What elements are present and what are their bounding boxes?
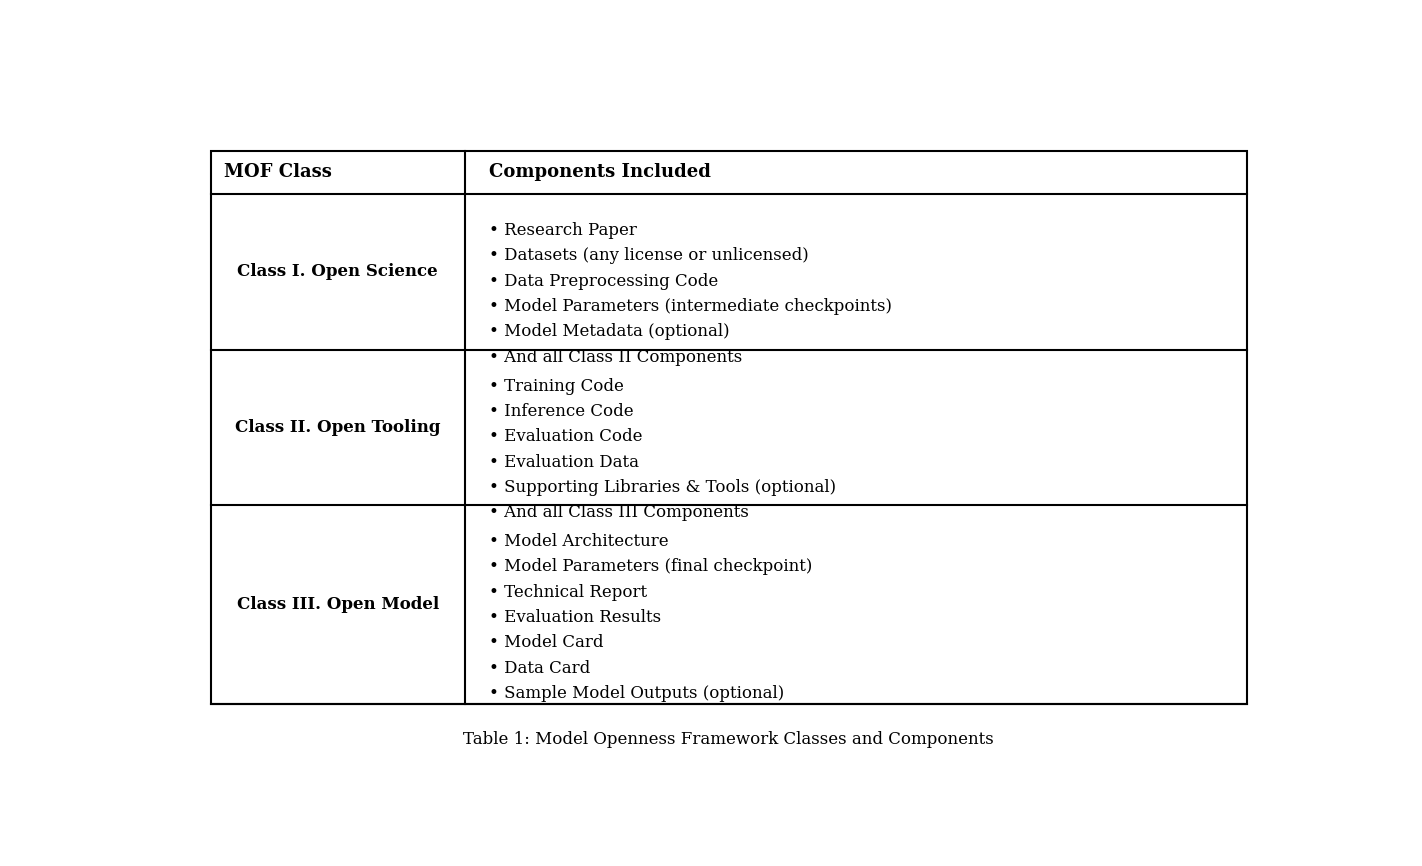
Text: • Training Code: • Training Code xyxy=(489,378,624,395)
Text: • Model Architecture: • Model Architecture xyxy=(489,533,668,550)
Text: • Data Preprocessing Code: • Data Preprocessing Code xyxy=(489,273,718,289)
Text: MOF Class: MOF Class xyxy=(225,164,331,181)
Text: • Model Metadata (optional): • Model Metadata (optional) xyxy=(489,323,729,340)
Text: Class III. Open Model: Class III. Open Model xyxy=(236,596,439,613)
Text: • Inference Code: • Inference Code xyxy=(489,403,633,420)
Text: • And all Class II Components: • And all Class II Components xyxy=(489,349,742,365)
Text: • Technical Report: • Technical Report xyxy=(489,584,647,601)
Text: • Supporting Libraries & Tools (optional): • Supporting Libraries & Tools (optional… xyxy=(489,479,836,496)
Text: • Data Card: • Data Card xyxy=(489,660,590,677)
Text: • Evaluation Results: • Evaluation Results xyxy=(489,609,661,626)
Text: Table 1: Model Openness Framework Classes and Components: Table 1: Model Openness Framework Classe… xyxy=(464,731,994,747)
Text: • Model Card: • Model Card xyxy=(489,635,603,651)
Text: • Model Parameters (final checkpoint): • Model Parameters (final checkpoint) xyxy=(489,559,812,576)
Text: • Evaluation Code: • Evaluation Code xyxy=(489,428,643,445)
Text: Components Included: Components Included xyxy=(489,164,711,181)
Text: • Research Paper: • Research Paper xyxy=(489,222,637,239)
Text: • Sample Model Outputs (optional): • Sample Model Outputs (optional) xyxy=(489,685,784,702)
Text: • Evaluation Data: • Evaluation Data xyxy=(489,454,638,470)
Text: • Model Parameters (intermediate checkpoints): • Model Parameters (intermediate checkpo… xyxy=(489,298,892,315)
Text: • Datasets (any license or unlicensed): • Datasets (any license or unlicensed) xyxy=(489,248,809,264)
Text: • And all Class III Components: • And all Class III Components xyxy=(489,504,749,521)
Text: Class II. Open Tooling: Class II. Open Tooling xyxy=(235,419,441,436)
Text: Class I. Open Science: Class I. Open Science xyxy=(237,263,438,281)
